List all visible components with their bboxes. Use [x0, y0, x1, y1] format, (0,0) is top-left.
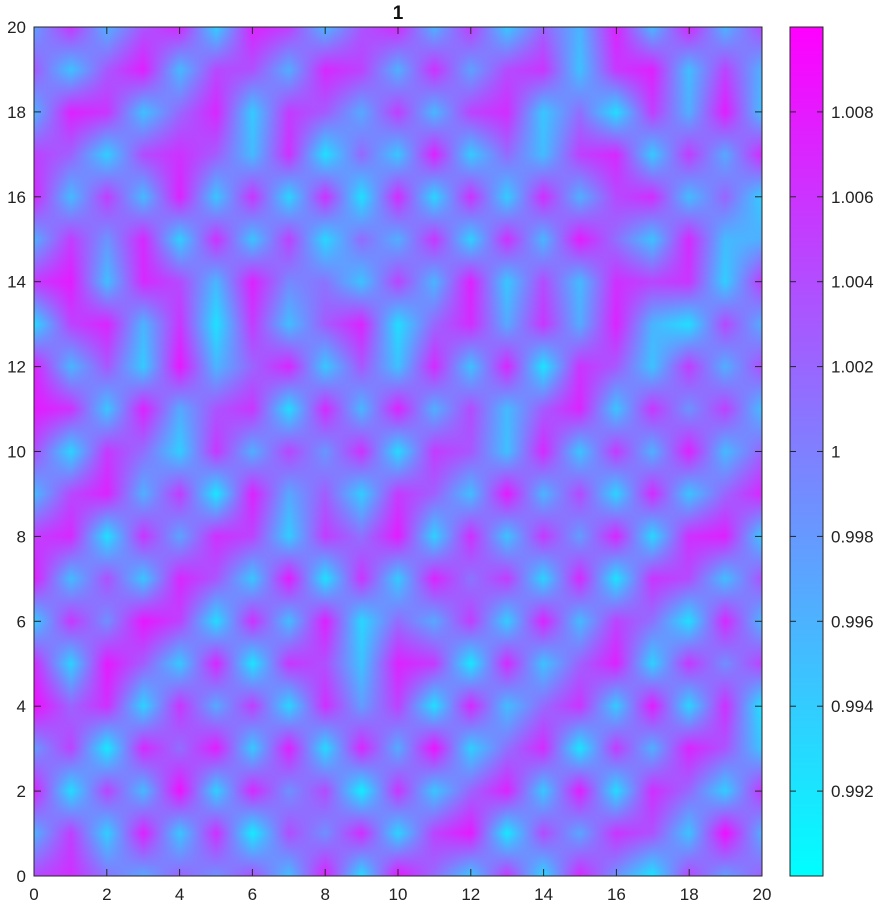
colorbar-tick-label: 1.008 [831, 103, 874, 122]
colorbar-tick-label: 1.004 [831, 273, 874, 292]
y-tick-label: 0 [17, 867, 26, 886]
y-tick-label: 16 [7, 188, 26, 207]
x-tick-label: 16 [607, 885, 626, 904]
x-tick-label: 12 [461, 885, 480, 904]
y-tick-label: 4 [17, 697, 26, 716]
colorbar-tick-label: 0.996 [831, 612, 874, 631]
x-axis: 0 2 4 6 8 10 12 14 16 18 20 [29, 27, 771, 904]
colorbar-tick-label: 1.002 [831, 358, 874, 377]
colorbar-tick-label: 0.992 [831, 782, 874, 801]
x-tick-label: 18 [680, 885, 699, 904]
y-tick-label: 2 [17, 782, 26, 801]
x-tick-label: 20 [753, 885, 772, 904]
x-tick-label: 0 [29, 885, 38, 904]
y-tick-label: 12 [7, 358, 26, 377]
x-tick-label: 4 [175, 885, 184, 904]
y-tick-label: 6 [17, 612, 26, 631]
colorbar: 0.992 0.994 0.996 0.998 1 1.002 1.004 1.006 1.00… [789, 26, 874, 877]
plot-area [33, 26, 763, 877]
x-tick-label: 8 [320, 885, 329, 904]
x-tick-label: 14 [534, 885, 553, 904]
heatmap-surface [34, 27, 762, 876]
y-axis: 0 2 4 6 8 10 12 14 16 18 20 [7, 18, 762, 886]
colorbar-ticks: 0.992 0.994 0.996 0.998 1 1.002 1.004 1.006 1.00… [790, 103, 874, 801]
heatmap-surface-container [34, 27, 762, 876]
y-tick-label: 8 [17, 527, 26, 546]
colorbar-tick-label: 1 [831, 443, 840, 462]
x-tick-label: 6 [248, 885, 257, 904]
colorbar-tick-label: 0.994 [831, 697, 874, 716]
colorbar-tick-label: 1.006 [831, 188, 874, 207]
y-tick-label: 18 [7, 103, 26, 122]
x-tick-label: 2 [102, 885, 111, 904]
y-tick-label: 20 [7, 18, 26, 37]
y-tick-label: 14 [7, 273, 26, 292]
chart-title: 1 [393, 3, 404, 24]
x-tick-label: 10 [389, 885, 408, 904]
y-tick-label: 10 [7, 443, 26, 462]
colorbar-tick-label: 0.998 [831, 527, 874, 546]
